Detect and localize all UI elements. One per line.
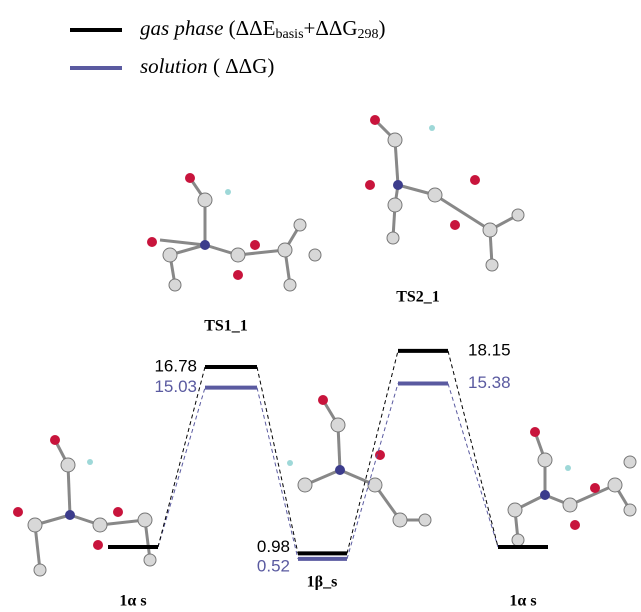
- connector: [448, 384, 498, 547]
- levels: 15.03 0.52 15.38 16.78 0.98 18.15: [108, 340, 548, 575]
- molecule: [147, 173, 321, 291]
- state-label: 1α s: [119, 593, 146, 610]
- value-label: 0.98: [257, 537, 290, 556]
- connector: [347, 351, 398, 554]
- state-label: TS2_1: [396, 289, 440, 306]
- molecule: [13, 435, 156, 576]
- legend-label: solution ( ΔΔG): [140, 54, 274, 78]
- state-label: 1α s: [509, 593, 536, 610]
- value-label: 15.03: [154, 377, 197, 396]
- value-label: 18.15: [468, 340, 511, 359]
- value-label: 16.78: [154, 356, 197, 375]
- molecule: [287, 395, 431, 527]
- legend: gas phase (ΔΔEbasis+ΔΔG298) solution ( Δ…: [70, 16, 386, 78]
- legend-label: gas phase (ΔΔEbasis+ΔΔG298): [140, 16, 386, 42]
- molecule: [508, 427, 636, 546]
- molecules: [13, 115, 636, 576]
- molecule: [365, 115, 524, 271]
- energy-diagram: gas phase (ΔΔEbasis+ΔΔG298) solution ( Δ…: [0, 0, 641, 612]
- connector: [347, 384, 398, 559]
- connector: [257, 388, 298, 559]
- connector: [158, 388, 205, 547]
- value-label: 0.52: [257, 556, 290, 575]
- state-label: TS1_1: [204, 318, 248, 335]
- state-label: 1β_s: [307, 574, 338, 591]
- connector: [257, 367, 298, 553]
- value-label: 15.38: [468, 373, 511, 392]
